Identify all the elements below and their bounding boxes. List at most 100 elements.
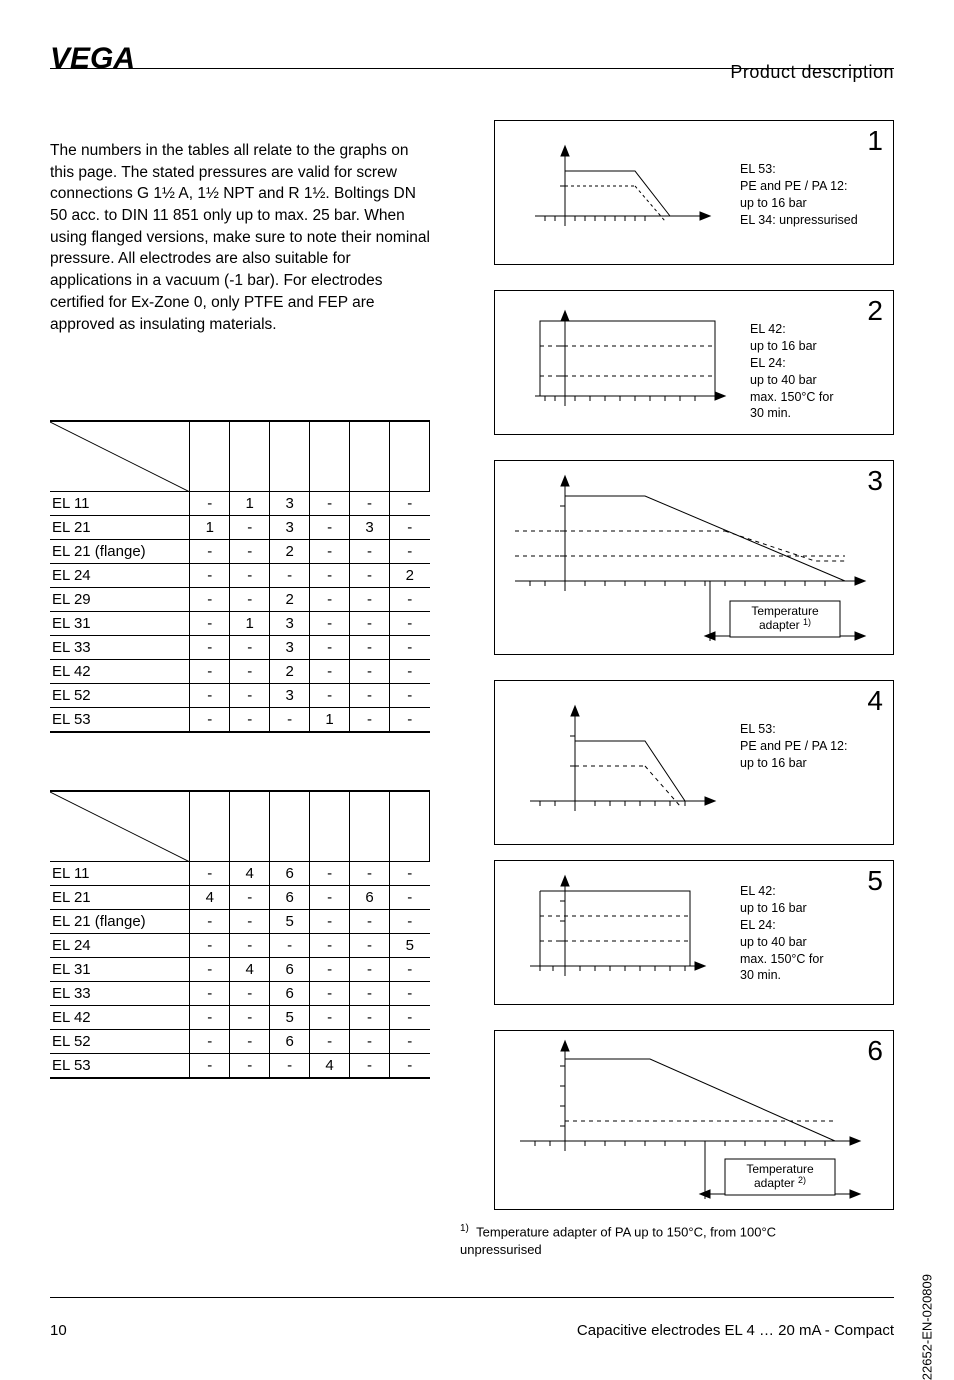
cell: - — [230, 933, 270, 957]
table-row: EL 42--2--- — [50, 659, 430, 683]
cell: 6 — [350, 885, 390, 909]
page-header: VEGA Product description — [50, 40, 894, 90]
cell: - — [310, 563, 350, 587]
row-label: EL 11 — [50, 491, 190, 515]
table-col-head — [190, 791, 230, 861]
cell: 6 — [270, 981, 310, 1005]
footer-text: Capacitive electrodes EL 4 … 20 mA - Com… — [577, 1322, 894, 1339]
cell: 6 — [270, 1029, 310, 1053]
cell: - — [310, 885, 350, 909]
cell: - — [389, 683, 429, 707]
table-col-head — [230, 791, 270, 861]
row-label: EL 33 — [50, 635, 190, 659]
cell: - — [310, 1005, 350, 1029]
cell: - — [350, 1029, 390, 1053]
cell: - — [190, 707, 230, 732]
table-row: EL 33--6--- — [50, 981, 430, 1005]
header-title: Product description — [730, 62, 894, 83]
cell: 1 — [310, 707, 350, 732]
cell: - — [230, 707, 270, 732]
cell: 1 — [230, 611, 270, 635]
cell: - — [230, 659, 270, 683]
cell: - — [310, 957, 350, 981]
cell: - — [389, 539, 429, 563]
cell: - — [350, 587, 390, 611]
cell: - — [270, 707, 310, 732]
cell: - — [310, 635, 350, 659]
cell: - — [310, 539, 350, 563]
cell: - — [389, 981, 429, 1005]
vega-logo: VEGA — [50, 40, 165, 79]
cell: - — [310, 933, 350, 957]
cell: - — [350, 491, 390, 515]
table-row: EL 31-46--- — [50, 957, 430, 981]
row-label: EL 29 — [50, 587, 190, 611]
cell: - — [310, 981, 350, 1005]
footnote: 1) Temperature adapter of PA up to 150°C… — [460, 1222, 850, 1258]
cell: - — [350, 1005, 390, 1029]
cell: - — [389, 515, 429, 539]
footnote-marker: 1) — [460, 1223, 469, 1234]
table-row: EL 11-13--- — [50, 491, 430, 515]
cell: - — [310, 909, 350, 933]
cell: - — [389, 909, 429, 933]
cell: - — [350, 861, 390, 885]
page-number: 10 — [50, 1322, 67, 1339]
table-row: EL 21 (flange)--5--- — [50, 909, 430, 933]
table-col-head — [389, 421, 429, 491]
cell: - — [389, 861, 429, 885]
panel-caption: EL 42:up to 16 barEL 24:up to 40 barmax.… — [750, 321, 890, 422]
cell: - — [190, 1029, 230, 1053]
cell: 4 — [310, 1053, 350, 1078]
cell: - — [310, 861, 350, 885]
cell: - — [350, 683, 390, 707]
electrode-table-1: EL 11-13---EL 211-3-3-EL 21 (flange)--2-… — [50, 420, 430, 733]
cell: - — [230, 587, 270, 611]
row-label: EL 31 — [50, 611, 190, 635]
cell: - — [310, 659, 350, 683]
panel-caption: EL 53:PE and PE / PA 12:up to 16 bar — [740, 721, 890, 772]
cell: - — [310, 515, 350, 539]
cell: 5 — [270, 1005, 310, 1029]
electrode-table-2: EL 11-46---EL 214-6-6-EL 21 (flange)--5-… — [50, 790, 430, 1079]
row-label: EL 52 — [50, 1029, 190, 1053]
cell: 3 — [270, 515, 310, 539]
adapter-label-line1: Temperature — [751, 604, 819, 618]
cell: - — [270, 1053, 310, 1078]
table-row: EL 11-46--- — [50, 861, 430, 885]
cell: - — [190, 1053, 230, 1078]
cell: - — [230, 885, 270, 909]
cell: - — [270, 933, 310, 957]
cell: - — [190, 683, 230, 707]
table-col-head — [230, 421, 270, 491]
cell: - — [389, 1029, 429, 1053]
table-col-head — [190, 421, 230, 491]
cell: - — [389, 587, 429, 611]
table-row: EL 24-----5 — [50, 933, 430, 957]
cell: - — [230, 1053, 270, 1078]
row-label: EL 24 — [50, 563, 190, 587]
cell: 4 — [230, 861, 270, 885]
row-label: EL 11 — [50, 861, 190, 885]
cell: - — [389, 1053, 429, 1078]
cell: - — [190, 909, 230, 933]
panel-number: 4 — [867, 685, 883, 717]
cell: 6 — [270, 957, 310, 981]
table-col-head — [389, 791, 429, 861]
table-row: EL 53---1-- — [50, 707, 430, 732]
table-col-head — [270, 421, 310, 491]
cell: - — [190, 539, 230, 563]
cell: - — [350, 563, 390, 587]
cell: 4 — [230, 957, 270, 981]
cell: 4 — [190, 885, 230, 909]
table-col-head — [350, 421, 390, 491]
cell: - — [230, 909, 270, 933]
cell: - — [389, 707, 429, 732]
cell: - — [350, 539, 390, 563]
row-label: EL 21 — [50, 885, 190, 909]
cell: - — [310, 611, 350, 635]
cell: - — [190, 491, 230, 515]
row-label: EL 53 — [50, 1053, 190, 1078]
cell: - — [389, 957, 429, 981]
panel-caption: EL 42:up to 16 barEL 24:up to 40 barmax.… — [740, 883, 880, 984]
